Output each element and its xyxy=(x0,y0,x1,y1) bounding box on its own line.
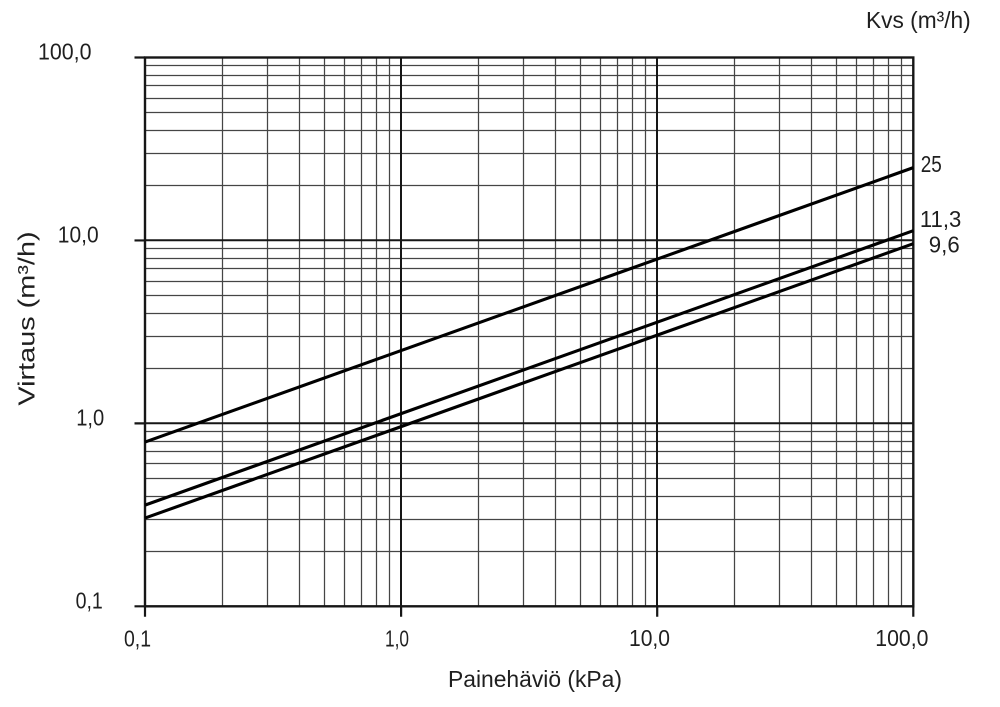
svg-text:Painehäviö (kPa): Painehäviö (kPa) xyxy=(448,666,622,692)
svg-text:11,3: 11,3 xyxy=(920,206,961,232)
svg-text:10,0: 10,0 xyxy=(58,221,99,247)
svg-text:10,0: 10,0 xyxy=(629,625,670,651)
svg-text:9,6: 9,6 xyxy=(929,231,960,257)
svg-text:0,1: 0,1 xyxy=(76,588,103,614)
svg-text:100,0: 100,0 xyxy=(38,38,92,64)
svg-text:1,0: 1,0 xyxy=(385,625,409,651)
svg-text:Kvs (m³/h): Kvs (m³/h) xyxy=(866,7,971,33)
svg-text:0,1: 0,1 xyxy=(124,625,151,651)
svg-text:1,0: 1,0 xyxy=(76,404,104,430)
svg-text:25: 25 xyxy=(921,151,942,177)
svg-text:100,0: 100,0 xyxy=(875,625,928,651)
svg-text:Virtaus (m³/h): Virtaus (m³/h) xyxy=(14,231,40,405)
